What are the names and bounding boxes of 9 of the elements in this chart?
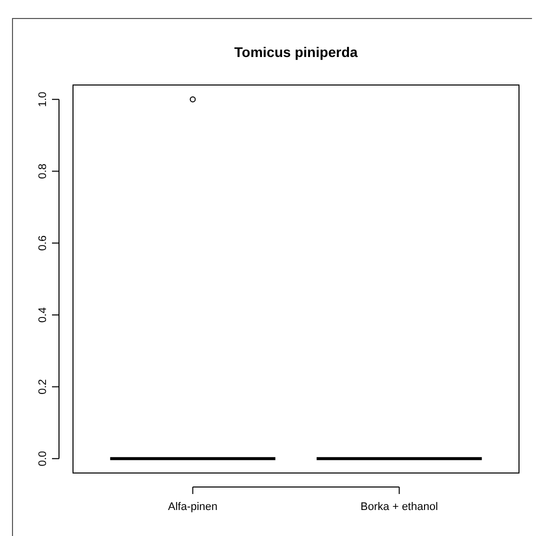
x-tick-label: Borka + ethanol (360, 501, 438, 513)
y-tick-label: 0.0 (37, 450, 49, 466)
y-tick-label: 0.8 (37, 164, 49, 179)
y-tick-label: 0.4 (37, 307, 49, 323)
y-tick-label: 1.0 (37, 92, 49, 108)
y-tick-label: 0.6 (37, 235, 49, 251)
y-tick-label: 0.2 (37, 379, 49, 394)
x-tick-label: Alfa-pinen (168, 501, 218, 513)
chart-title: Tomicus piniperda (234, 44, 358, 60)
